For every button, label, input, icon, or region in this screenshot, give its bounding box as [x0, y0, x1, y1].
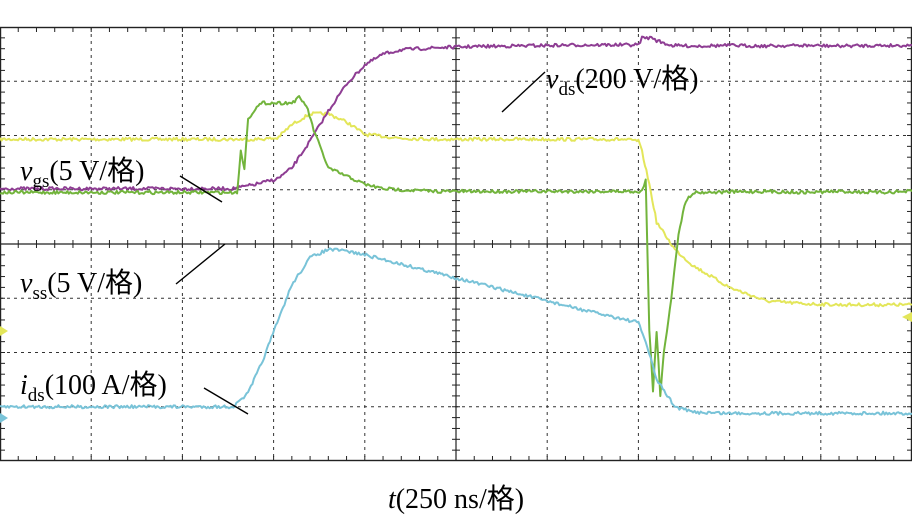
- ids-level-marker: [0, 413, 8, 423]
- ids-pointer: [203, 387, 249, 415]
- vss-pointer: [175, 243, 226, 285]
- vgs-trace: [0, 111, 912, 308]
- vds-pointer: [501, 71, 546, 113]
- vgs-pointer: [179, 175, 223, 203]
- waveform-traces: [0, 35, 912, 416]
- grid: [0, 26, 912, 462]
- vds-trace: [0, 35, 912, 192]
- ids-label: ids(100 A/格): [20, 369, 167, 406]
- x-axis-label: t(250 ns/格): [388, 483, 524, 515]
- trace-labels: vds(200 V/格) vgs(5 V/格) vss(5 V/格) ids(1…: [20, 63, 699, 406]
- vss-trace: [0, 95, 912, 398]
- vds-label: vds(200 V/格): [546, 63, 699, 100]
- ids-trace: [0, 247, 912, 416]
- vgs-label: vgs(5 V/格): [20, 155, 145, 192]
- label-pointers: [175, 71, 546, 415]
- vgs-trigger-marker: [902, 312, 912, 322]
- vgs-level-marker: [0, 326, 8, 336]
- channel-markers: [0, 312, 912, 423]
- vss-label: vss(5 V/格): [20, 267, 142, 304]
